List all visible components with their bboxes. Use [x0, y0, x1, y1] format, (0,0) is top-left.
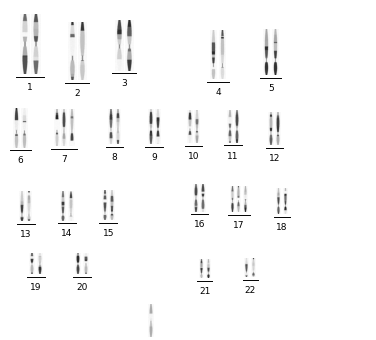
Text: 7: 7 — [61, 155, 67, 164]
Text: 10: 10 — [188, 152, 199, 161]
Text: 6: 6 — [18, 156, 24, 165]
Text: 18: 18 — [276, 223, 288, 232]
Text: 21: 21 — [199, 287, 211, 296]
Text: 5: 5 — [268, 84, 274, 93]
Text: 1: 1 — [27, 83, 33, 92]
Text: 14: 14 — [61, 230, 73, 238]
Text: 9: 9 — [151, 153, 157, 162]
Text: 11: 11 — [227, 152, 239, 160]
Text: 22: 22 — [244, 286, 256, 295]
Text: 16: 16 — [194, 220, 205, 230]
Text: 19: 19 — [30, 283, 41, 292]
Text: 3: 3 — [121, 79, 127, 88]
Text: 8: 8 — [112, 153, 118, 162]
Text: 12: 12 — [269, 154, 280, 163]
Text: 15: 15 — [103, 229, 114, 238]
Text: 4: 4 — [215, 88, 221, 97]
Text: 20: 20 — [76, 283, 88, 292]
Text: 2: 2 — [74, 89, 80, 98]
Text: 17: 17 — [233, 221, 244, 230]
Text: 13: 13 — [20, 230, 31, 239]
